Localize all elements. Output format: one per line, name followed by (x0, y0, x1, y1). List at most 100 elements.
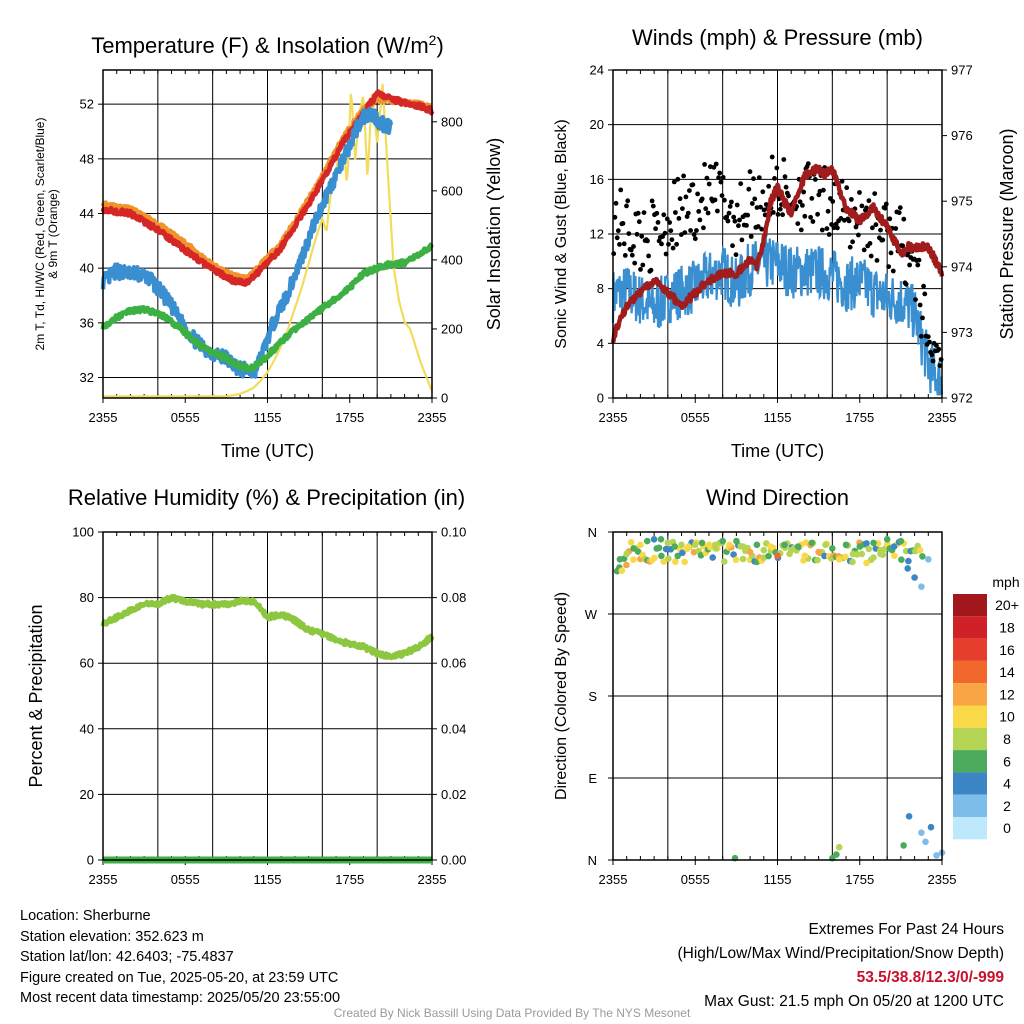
direction-point (781, 541, 788, 549)
direction-point (814, 556, 821, 564)
y2-tick-label: 976 (951, 128, 973, 143)
gust-point (620, 221, 626, 226)
x-tick-label: 2355 (418, 872, 447, 887)
legend-swatch (953, 794, 987, 817)
direction-point (916, 547, 924, 554)
gust-point (681, 173, 686, 179)
gust-point (886, 264, 892, 269)
gust-point (650, 203, 656, 209)
gust-point (614, 235, 620, 241)
gust-point (654, 210, 660, 216)
gust-point (766, 183, 772, 189)
direction-point (733, 537, 740, 545)
gust-point (821, 187, 826, 193)
legend-swatch (953, 727, 987, 751)
y-tick-label: W (585, 607, 598, 622)
chart-title: Relative Humidity (%) & Precipitation (i… (68, 485, 465, 510)
gust-point (786, 193, 791, 199)
direction-point (672, 558, 679, 565)
y2-tick-label: 975 (951, 194, 973, 209)
y2-axis-label: Station Pressure (Maroon) (997, 128, 1017, 339)
gust-point (868, 253, 874, 259)
gust-point (775, 212, 781, 217)
direction-point (863, 540, 870, 547)
y2-tick-label: 977 (951, 63, 973, 78)
gust-point (882, 205, 888, 211)
gust-point (872, 191, 878, 197)
gust-point (903, 281, 909, 287)
gust-point (621, 241, 627, 247)
legend-title: mph (992, 574, 1019, 590)
gust-point (667, 220, 672, 225)
legend-label: 0 (1003, 820, 1011, 836)
gust-point (699, 196, 705, 202)
gust-point (678, 232, 684, 238)
gust-point (696, 209, 702, 214)
y2-tick-label: 972 (951, 391, 973, 406)
station-elevation: Station elevation: 352.623 m (20, 928, 204, 945)
y2-tick-label: 0.02 (441, 787, 466, 802)
gust-point (661, 212, 667, 218)
gust-point (747, 169, 753, 175)
gust-point (929, 352, 935, 358)
gust-point (782, 174, 788, 180)
x-tick-label: 1155 (764, 410, 792, 425)
direction-point (801, 552, 809, 559)
gust-point (629, 252, 635, 258)
gust-point (649, 198, 655, 204)
gust-point (717, 170, 723, 176)
gust-point (671, 179, 677, 185)
y2-tick-label: 0.10 (441, 525, 466, 540)
gust-point (846, 218, 852, 224)
direction-point (890, 543, 898, 550)
legend-swatch (953, 772, 987, 795)
gust-point (749, 201, 755, 206)
gust-point (913, 297, 918, 302)
direction-point (918, 829, 925, 836)
x-tick-label: 1155 (254, 872, 282, 887)
gust-point (724, 214, 730, 220)
legend-label: 18 (999, 619, 1015, 635)
gust-point (676, 216, 682, 221)
gust-point (727, 204, 733, 209)
direction-point (870, 539, 877, 547)
gust-point (680, 206, 685, 212)
gust-point (636, 219, 642, 225)
direction-point (774, 552, 781, 559)
humidity-line (100, 593, 435, 661)
gust-point (729, 199, 734, 205)
y2-axis-label: Solar Insolation (Yellow) (484, 138, 504, 330)
x-tick-label: 1755 (845, 410, 874, 425)
direction-point (665, 555, 672, 562)
direction-point (623, 561, 630, 569)
direction-point (658, 552, 665, 560)
gust-point (716, 175, 721, 181)
direction-point (858, 550, 866, 558)
gust-point (695, 191, 700, 197)
direction-point (842, 541, 850, 549)
legend-label: 14 (999, 664, 1015, 680)
x-tick-label: 2355 (89, 872, 118, 887)
legend-swatch (953, 616, 987, 639)
y-axis-label: Percent & Precipitation (26, 604, 46, 787)
gust-point (731, 214, 737, 220)
y-axis-label: Sonic Wind & Gust (Blue, Black) (553, 119, 570, 348)
gust-point (682, 230, 688, 236)
gust-point (648, 267, 654, 273)
gust-point (795, 221, 801, 227)
direction-point (678, 541, 685, 549)
chart-title: Wind Direction (706, 485, 849, 510)
gust-point (864, 205, 869, 211)
gust-point (927, 339, 932, 345)
gust-point (781, 157, 787, 162)
gust-point (730, 243, 735, 249)
gust-point (830, 199, 836, 204)
gust-point (663, 251, 669, 257)
gust-point (641, 210, 647, 216)
gust-point (808, 214, 813, 220)
gust-point (815, 211, 820, 217)
direction-point (767, 543, 774, 550)
gust-point (809, 196, 815, 201)
gust-point (701, 225, 706, 231)
gust-point (930, 358, 936, 364)
